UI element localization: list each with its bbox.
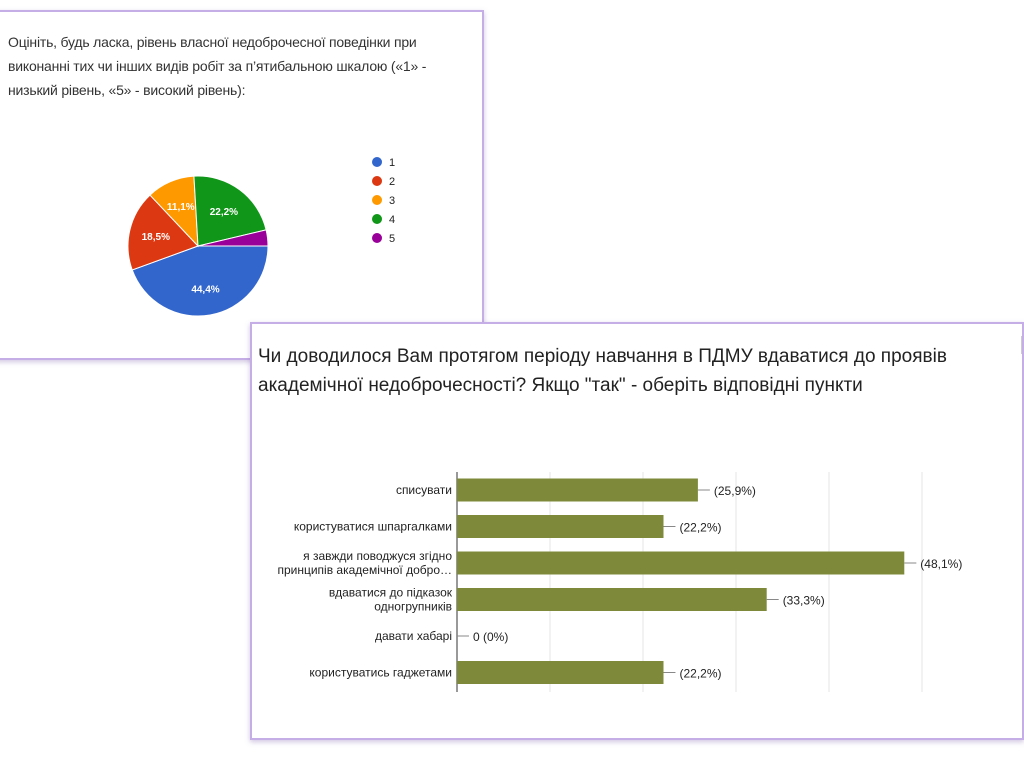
- bar-value-label: 0 (0%): [473, 630, 508, 644]
- category-label: користуватися шпаргалками: [294, 520, 452, 534]
- legend-marker-4: [372, 214, 382, 224]
- bar-question-title: Чи доводилося Вам протягом періоду навча…: [258, 346, 947, 396]
- bar-value-label: (22,2%): [680, 667, 722, 681]
- bar-1: [457, 478, 698, 502]
- pie-slice-4: [193, 175, 267, 247]
- legend-marker-1: [372, 157, 382, 167]
- pie-slice-label: 18,5%: [142, 232, 170, 243]
- legend-marker-5: [372, 233, 382, 243]
- pie-question-title: Оцініть, будь ласка, рівень власної недо…: [8, 34, 427, 98]
- legend-marker-2: [372, 176, 382, 186]
- pie-slice-2: [127, 194, 199, 271]
- pie-slice-1: [131, 245, 269, 317]
- pie-slice-5: [197, 229, 269, 247]
- category-label: списувати: [396, 483, 452, 497]
- legend-label: 3: [389, 195, 395, 207]
- bar-chart: (25,9%) списувати (22,2%) користуватися шпа…: [277, 472, 962, 692]
- pie-chart: 44,4% 18,5% 11,1% 22,2% 1 2 3 4 5: [127, 157, 395, 317]
- legend-marker-3: [372, 195, 382, 205]
- category-label: я завжди поводжуся згідно: [303, 549, 452, 563]
- bar-3: [457, 551, 905, 575]
- bar-value-label: (22,2%): [680, 521, 722, 535]
- bar-value-label: (33,3%): [783, 594, 825, 608]
- bar-value-label: (25,9%): [714, 484, 756, 498]
- bar-chart-card: Чи доводилося Вам протягом періоду навча…: [250, 322, 1024, 740]
- category-label: принципів академічної добро…: [277, 563, 452, 577]
- pie-slice-label: 22,2%: [210, 207, 238, 218]
- category-label: користуватись гаджетами: [309, 666, 452, 680]
- category-label: вдаватися до підказок: [329, 586, 453, 600]
- bar-value-label: (48,1%): [920, 557, 962, 571]
- card-edge-marker: [1021, 336, 1022, 354]
- legend-label: 2: [389, 176, 395, 188]
- bar-6: [457, 661, 664, 684]
- bar-2: [457, 515, 664, 538]
- legend-label: 1: [389, 157, 395, 169]
- legend-label: 5: [389, 233, 395, 245]
- pie-slice-label: 11,1%: [167, 202, 195, 213]
- pie-chart-card: Оцініть, будь ласка, рівень власної недо…: [0, 10, 484, 360]
- legend-label: 4: [389, 214, 395, 226]
- bar-4: [457, 588, 767, 611]
- pie-slice-label: 44,4%: [191, 285, 219, 296]
- category-label: одногрупників: [374, 600, 452, 614]
- category-label: давати хабарі: [375, 629, 452, 643]
